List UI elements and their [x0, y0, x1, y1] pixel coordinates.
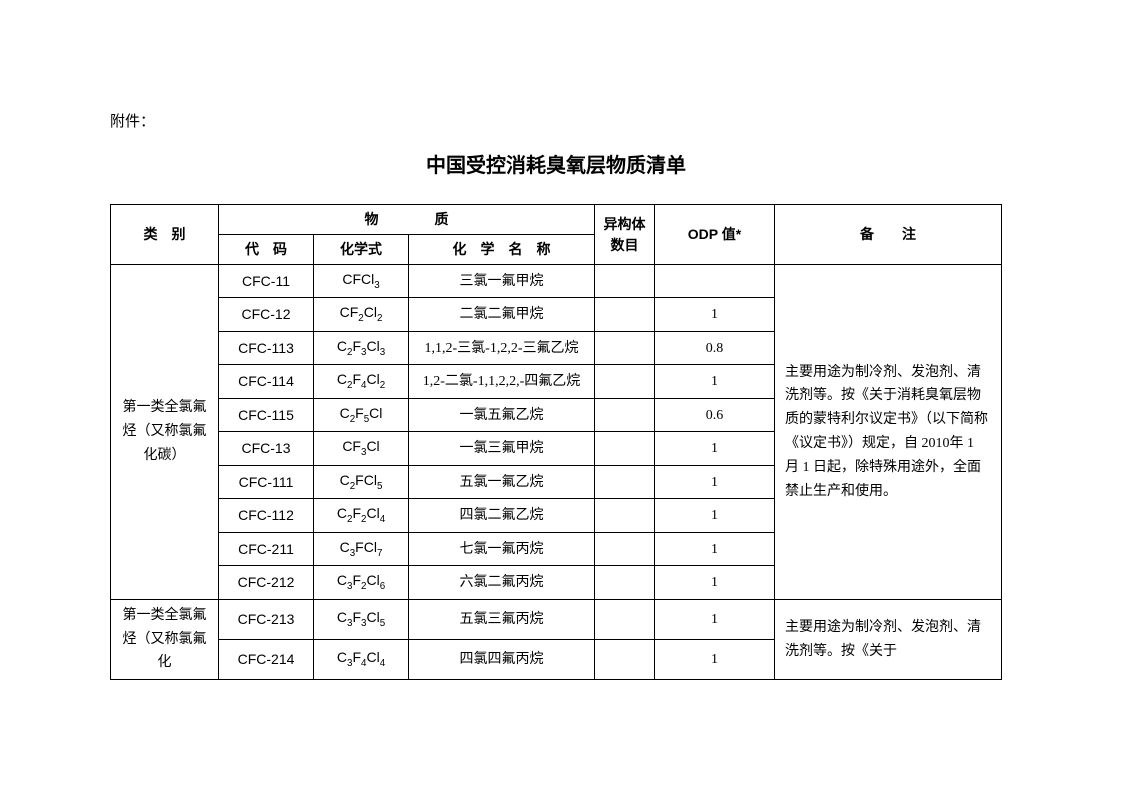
- category-cell: 第一类全氯氟烃（又称氯氟化: [111, 599, 219, 679]
- isomer-cell: [595, 465, 655, 498]
- page-title: 中国受控消耗臭氧层物质清单: [110, 149, 1002, 178]
- name-cell: 四氯二氟乙烷: [409, 499, 595, 532]
- isomer-cell: [595, 265, 655, 298]
- formula-cell: CFCl3: [314, 265, 409, 298]
- header-odp: ODP 值*: [655, 205, 775, 265]
- isomer-cell: [595, 298, 655, 331]
- remark-cell: 主要用途为制冷剂、发泡剂、清洗剂等。按《关于: [775, 599, 1002, 679]
- table-body: 第一类全氯氟烃（又称氯氟化碳）CFC-11CFCl3三氯一氟甲烷主要用途为制冷剂…: [111, 265, 1002, 680]
- isomer-cell: [595, 432, 655, 465]
- formula-cell: C3F2Cl6: [314, 566, 409, 599]
- odp-cell: 0.6: [655, 398, 775, 431]
- header-name: 化 学 名 称: [409, 235, 595, 265]
- odp-cell: 1: [655, 532, 775, 565]
- isomer-cell: [595, 365, 655, 398]
- formula-cell: C3F4Cl4: [314, 640, 409, 680]
- odp-cell: 1: [655, 432, 775, 465]
- odp-cell: 1: [655, 640, 775, 680]
- code-cell: CFC-13: [219, 432, 314, 465]
- odp-cell: 1: [655, 566, 775, 599]
- formula-cell: C2FCl5: [314, 465, 409, 498]
- isomer-cell: [595, 599, 655, 639]
- isomer-cell: [595, 640, 655, 680]
- code-cell: CFC-112: [219, 499, 314, 532]
- attachment-label: 附件：: [110, 110, 1002, 131]
- code-cell: CFC-214: [219, 640, 314, 680]
- header-substance: 物 质: [219, 205, 595, 235]
- code-cell: CFC-213: [219, 599, 314, 639]
- name-cell: 四氯四氟丙烷: [409, 640, 595, 680]
- name-cell: 1,2-二氯-1,1,2,2,-四氟乙烷: [409, 365, 595, 398]
- code-cell: CFC-113: [219, 331, 314, 364]
- table-row: 第一类全氯氟烃（又称氯氟化CFC-213C3F3Cl5五氯三氟丙烷1主要用途为制…: [111, 599, 1002, 639]
- isomer-cell: [595, 532, 655, 565]
- isomer-cell: [595, 398, 655, 431]
- formula-cell: CF2Cl2: [314, 298, 409, 331]
- code-cell: CFC-212: [219, 566, 314, 599]
- code-cell: CFC-211: [219, 532, 314, 565]
- header-formula: 化学式: [314, 235, 409, 265]
- code-cell: CFC-12: [219, 298, 314, 331]
- name-cell: 五氯一氟乙烷: [409, 465, 595, 498]
- formula-cell: C2F4Cl2: [314, 365, 409, 398]
- formula-cell: CF3Cl: [314, 432, 409, 465]
- header-isomer: 异构体数目: [595, 205, 655, 265]
- isomer-cell: [595, 331, 655, 364]
- code-cell: CFC-111: [219, 465, 314, 498]
- formula-cell: C2F3Cl3: [314, 331, 409, 364]
- isomer-cell: [595, 566, 655, 599]
- code-cell: CFC-11: [219, 265, 314, 298]
- name-cell: 二氯二氟甲烷: [409, 298, 595, 331]
- formula-cell: C2F2Cl4: [314, 499, 409, 532]
- header-remark: 备 注: [775, 205, 1002, 265]
- odp-cell: 1: [655, 599, 775, 639]
- name-cell: 1,1,2-三氯-1,2,2-三氟乙烷: [409, 331, 595, 364]
- code-cell: CFC-115: [219, 398, 314, 431]
- isomer-cell: [595, 499, 655, 532]
- name-cell: 六氯二氟丙烷: [409, 566, 595, 599]
- header-code: 代 码: [219, 235, 314, 265]
- substance-table: 类 别 物 质 异构体数目 ODP 值* 备 注 代 码 化学式 化 学 名 称…: [110, 204, 1002, 680]
- odp-cell: 1: [655, 298, 775, 331]
- formula-cell: C2F5Cl: [314, 398, 409, 431]
- name-cell: 七氯一氟丙烷: [409, 532, 595, 565]
- category-cell: 第一类全氯氟烃（又称氯氟化碳）: [111, 265, 219, 600]
- name-cell: 一氯五氟乙烷: [409, 398, 595, 431]
- name-cell: 三氯一氟甲烷: [409, 265, 595, 298]
- name-cell: 一氯三氟甲烷: [409, 432, 595, 465]
- formula-cell: C3F3Cl5: [314, 599, 409, 639]
- odp-cell: 1: [655, 465, 775, 498]
- odp-cell: 1: [655, 365, 775, 398]
- name-cell: 五氯三氟丙烷: [409, 599, 595, 639]
- table-row: 第一类全氯氟烃（又称氯氟化碳）CFC-11CFCl3三氯一氟甲烷主要用途为制冷剂…: [111, 265, 1002, 298]
- odp-cell: 0.8: [655, 331, 775, 364]
- code-cell: CFC-114: [219, 365, 314, 398]
- formula-cell: C3FCl7: [314, 532, 409, 565]
- odp-cell: 1: [655, 499, 775, 532]
- remark-cell: 主要用途为制冷剂、发泡剂、清洗剂等。按《关于消耗臭氧层物质的蒙特利尔议定书》（以…: [775, 265, 1002, 600]
- odp-cell: [655, 265, 775, 298]
- header-category: 类 别: [111, 205, 219, 265]
